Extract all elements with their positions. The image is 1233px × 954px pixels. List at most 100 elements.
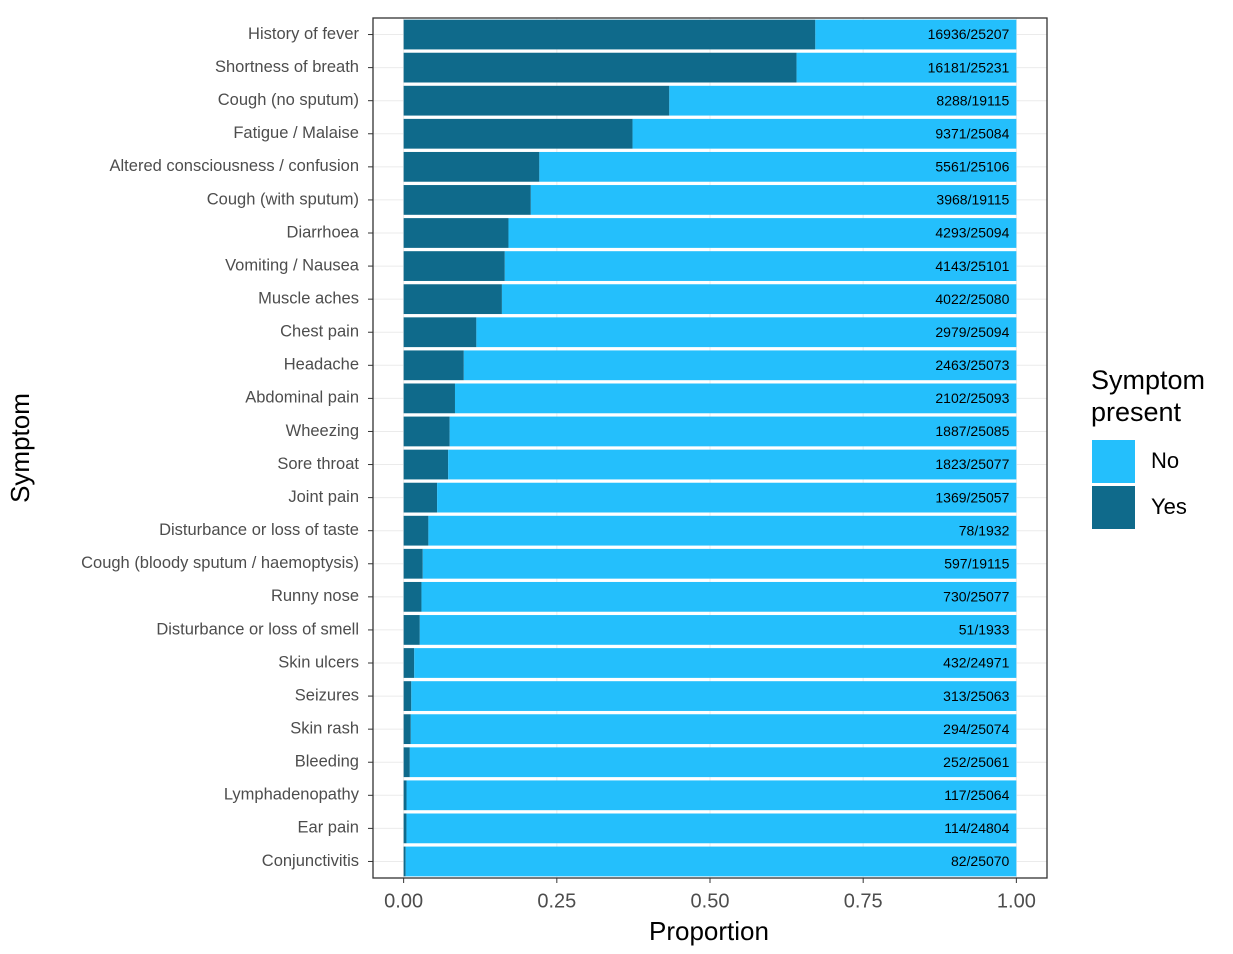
bar-segment [403, 19, 816, 50]
bar-segment [463, 350, 1017, 381]
y-tick-label: Fatigue / Malaise [233, 124, 359, 142]
y-tick-label: Chest pain [280, 323, 359, 341]
bar-segment [403, 383, 455, 414]
bar-segment [448, 449, 1017, 480]
data-label: 5561/25106 [935, 159, 1009, 175]
bar-segment [411, 681, 1017, 711]
data-label: 1369/25057 [935, 489, 1009, 505]
y-tick-label: Cough (no sputum) [218, 91, 359, 109]
data-label: 4293/25094 [935, 225, 1009, 241]
bar-segment [508, 218, 1017, 248]
data-label: 8288/19115 [936, 92, 1009, 108]
bar-segment [632, 118, 1017, 149]
y-tick-label: Joint pain [288, 488, 359, 506]
y-tick-label: Disturbance or loss of taste [159, 521, 359, 539]
data-label: 114/24804 [944, 820, 1009, 836]
data-label: 1823/25077 [935, 456, 1009, 472]
y-tick-label: History of fever [248, 25, 359, 43]
bar-segment [403, 482, 438, 513]
bar-segment [406, 813, 1017, 844]
data-label: 16181/25231 [928, 59, 1010, 75]
legend-label: No [1151, 448, 1179, 473]
legend-key [1092, 486, 1135, 529]
bar-segment [403, 251, 505, 281]
data-label: 1887/25085 [935, 423, 1009, 439]
bar-segment [421, 581, 1017, 612]
y-tick-label: Skin rash [290, 720, 359, 738]
y-tick-label: Cough (bloody sputum / haemoptysis) [81, 554, 359, 572]
y-tick-label: Altered consciousness / confusion [110, 157, 359, 175]
legend-title: Symptom present [1091, 365, 1206, 427]
bar-segment [530, 185, 1017, 215]
bar-segment [403, 648, 415, 678]
bar-segment [403, 185, 531, 215]
bar-segment [501, 284, 1017, 315]
bar-segment [403, 780, 407, 811]
data-label: 4143/25101 [935, 258, 1009, 274]
bar-segment [405, 846, 1017, 877]
data-label: 78/1932 [959, 522, 1010, 538]
bar-segment [403, 681, 412, 711]
data-label: 252/25061 [943, 754, 1009, 770]
bar-segment [403, 317, 477, 348]
x-tick-label: 1.00 [997, 890, 1036, 912]
data-label: 2463/25073 [935, 357, 1009, 373]
bar-segment [403, 548, 423, 579]
y-tick-label: Muscle aches [258, 290, 359, 308]
data-label: 730/25077 [943, 589, 1009, 605]
bar-segment [449, 416, 1017, 447]
x-tick-label: 0.75 [844, 890, 883, 912]
bar-segment [403, 118, 633, 149]
bar-segment [403, 714, 411, 745]
y-tick-label: Ear pain [298, 819, 359, 837]
y-tick-label: Seizures [295, 686, 359, 704]
data-label: 294/25074 [943, 721, 1009, 737]
bar-segment [409, 747, 1017, 778]
y-tick-label: Shortness of breath [215, 58, 359, 76]
bar-segment [669, 85, 1017, 116]
bar-segment [403, 416, 450, 447]
bar-segment [403, 581, 422, 612]
y-tick-label: Conjunctivitis [262, 852, 359, 870]
bar-segment [410, 714, 1017, 745]
bar-segment [406, 780, 1017, 811]
bar-segment [403, 350, 464, 381]
data-label: 117/25064 [944, 787, 1009, 803]
legend-label: Yes [1151, 494, 1187, 519]
bar-segment [403, 52, 797, 83]
bar-segment [403, 449, 449, 480]
data-label: 3968/19115 [936, 192, 1009, 208]
bar-segment [796, 52, 1017, 83]
data-label: 597/19115 [944, 555, 1009, 571]
y-tick-label: Diarrhoea [287, 223, 360, 241]
data-label: 82/25070 [951, 853, 1010, 869]
bar-segment [454, 383, 1017, 414]
bar-segment [815, 19, 1017, 50]
y-tick-label: Lymphadenopathy [224, 786, 360, 804]
y-tick-label: Runny nose [271, 587, 359, 605]
bar-segment [437, 482, 1017, 513]
data-label: 313/25063 [943, 688, 1009, 704]
data-label: 4022/25080 [935, 291, 1009, 307]
data-label: 51/1933 [959, 622, 1010, 638]
bar-segment [403, 515, 429, 546]
bar-segment [403, 284, 502, 315]
bar-segment [428, 515, 1017, 546]
y-tick-label: Sore throat [277, 455, 359, 473]
x-tick-label: 0.00 [384, 890, 423, 912]
x-tick-label: 0.50 [691, 890, 730, 912]
y-tick-label: Disturbance or loss of smell [156, 620, 359, 638]
y-tick-label: Cough (with sputum) [207, 190, 359, 208]
data-label: 16936/25207 [928, 26, 1010, 42]
bar-segment [504, 251, 1017, 281]
bar-segment [403, 747, 410, 778]
data-label: 9371/25084 [935, 125, 1009, 141]
y-tick-label: Vomiting / Nausea [225, 256, 360, 274]
data-label: 2102/25093 [935, 390, 1009, 406]
y-tick-label: Bleeding [295, 753, 359, 771]
bar-segment [403, 218, 509, 248]
data-label: 432/24971 [943, 655, 1009, 671]
bar-segment [419, 615, 1017, 645]
bar-segment [403, 846, 406, 877]
